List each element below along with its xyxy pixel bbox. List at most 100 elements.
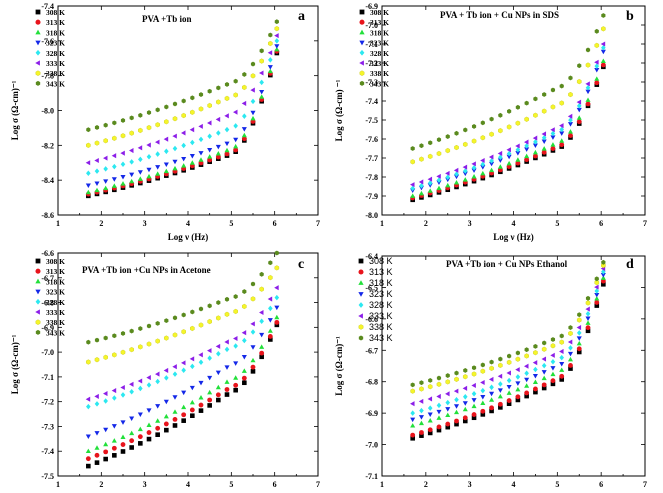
data-point [137,170,143,175]
data-point [436,177,442,183]
data-point [155,404,161,409]
data-point [138,385,143,392]
data-point [207,355,212,361]
data-point [138,127,143,134]
data-point [559,138,565,143]
data-point [94,337,100,343]
data-point [224,311,230,317]
data-point [568,325,573,330]
data-point [198,359,204,366]
data-point [181,412,187,418]
data-point [163,413,169,419]
legend-marker [358,292,364,297]
data-point [532,135,538,141]
data-point [541,134,547,141]
data-point [94,431,100,436]
data-point [129,381,134,387]
data-point [172,364,177,370]
data-point [224,141,230,147]
data-point [267,328,273,333]
data-point [462,401,468,406]
data-point [268,260,273,266]
data-point [559,142,565,148]
data-point [568,345,573,351]
data-point [471,138,477,144]
y-tick-label: -6.8 [41,299,54,308]
data-point [274,319,280,325]
data-point [86,170,91,176]
data-point [181,360,186,366]
y-tick-label: -7.9 [365,192,378,201]
data-point [506,160,512,166]
data-point [120,181,126,186]
data-point [146,142,151,148]
data-point [103,449,109,455]
data-point [515,356,521,362]
data-point [94,460,100,465]
legend-marker [35,289,41,295]
data-point [585,295,591,301]
y-tick-label: -7.5 [365,116,378,125]
data-point [146,341,152,347]
data-point [489,384,494,391]
data-point [506,154,512,160]
data-point [550,130,556,137]
panel-letter: b [626,9,634,24]
data-point [585,81,590,87]
data-point [541,356,547,362]
data-point [410,388,415,394]
y-tick-label: -6.9 [41,323,54,332]
data-point [410,417,416,423]
data-point [480,368,486,374]
data-point [268,32,273,38]
data-point [471,124,477,129]
data-point [241,132,247,138]
legend-marker [35,29,41,35]
data-point [189,154,195,159]
data-point [189,407,195,413]
legend-marker [35,329,41,335]
data-point [146,408,152,413]
data-point [172,101,178,107]
legend-marker [35,60,40,66]
data-point [111,183,117,188]
data-point [594,292,600,298]
data-point [515,386,521,392]
data-point [594,42,600,49]
data-point [480,135,486,141]
data-point [453,167,459,173]
data-point [155,338,160,344]
data-point [471,161,476,167]
data-point [471,365,477,371]
data-point [445,174,451,180]
data-point [567,339,573,345]
panel-d: 1 2 3 4 5 6 7 -7.1 -7.0 -6.9 -6.8 -6.7 -6.6 -6.5 -6.4 L… [334,252,647,489]
legend-marker [35,268,41,274]
data-point [436,402,442,409]
data-point [241,375,247,381]
y-tick-label: -7.4 [365,97,378,106]
legend-marker [359,29,365,35]
x-tick-label: 2 [424,219,428,228]
data-point [85,456,91,462]
data-point [419,407,424,414]
data-point [155,151,160,157]
data-point [172,116,178,122]
data-point [600,49,606,55]
legend-marker [359,70,365,76]
data-point [489,158,494,164]
panel-title: PVA +Tb ion + Cu NPs Ethanol [446,259,568,269]
x-tick-label: 4 [512,480,516,489]
data-point [103,166,108,172]
data-point [445,373,450,379]
y-tick-label: -7.2 [365,59,378,68]
data-point [163,399,169,405]
y-tick-label: -6.6 [41,249,54,258]
data-point [480,395,486,400]
data-point [137,176,143,181]
data-point [233,361,239,366]
data-point [585,325,591,331]
data-point [550,135,556,140]
data-point [585,300,591,306]
